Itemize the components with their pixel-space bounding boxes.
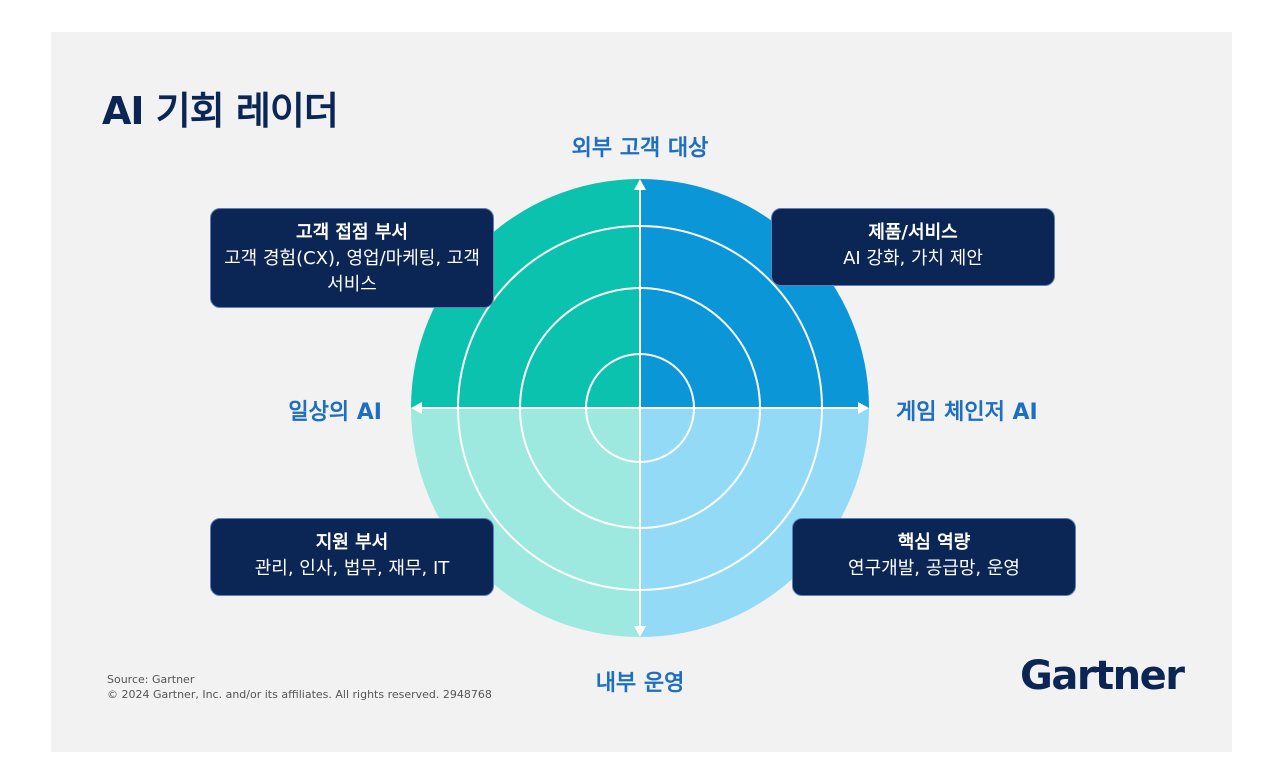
arrow-right-icon — [858, 402, 869, 414]
quadrant-description: AI 강화, 가치 제안 — [843, 248, 983, 269]
quadrant-description: 고객 경험(CX), 영업/마케팅, 고객 서비스 — [224, 248, 480, 295]
quadrant-box-bottom-left: 지원 부서 관리, 인사, 법무, 재무, IT — [210, 518, 494, 596]
quadrant-title: 지원 부서 — [315, 532, 389, 553]
source-text: Source: Gartner — [107, 673, 195, 686]
axis-label-bottom: 내부 운영 — [595, 671, 685, 696]
arrow-down-icon — [634, 626, 646, 637]
axis-label-left: 일상의 AI — [288, 400, 382, 425]
quadrant-title: 제품/서비스 — [868, 222, 958, 243]
arrow-up-icon — [634, 179, 646, 190]
axis-label-right: 게임 체인저 AI — [896, 400, 1038, 425]
axis-label-top: 외부 고객 대상 — [571, 136, 709, 161]
source-footer: Source: Gartner © 2024 Gartner, Inc. and… — [107, 672, 492, 702]
gartner-logo: Gartner — [1020, 653, 1185, 699]
copyright-text: © 2024 Gartner, Inc. and/or its affiliat… — [107, 688, 492, 701]
arrow-left-icon — [411, 402, 422, 414]
quadrant-description: 관리, 인사, 법무, 재무, IT — [254, 558, 450, 579]
quadrant-description: 연구개발, 공급망, 운영 — [848, 558, 1020, 579]
page-title: AI 기회 레이더 — [102, 89, 339, 133]
quadrant-box-bottom-right: 핵심 역량 연구개발, 공급망, 운영 — [792, 518, 1076, 596]
quadrant-box-top-right: 제품/서비스 AI 강화, 가치 제안 — [771, 208, 1055, 286]
quadrant-title: 고객 접점 부서 — [296, 222, 408, 243]
quadrant-title: 핵심 역량 — [897, 532, 971, 553]
quadrant-box-top-left: 고객 접점 부서 고객 경험(CX), 영업/마케팅, 고객 서비스 — [210, 208, 494, 308]
